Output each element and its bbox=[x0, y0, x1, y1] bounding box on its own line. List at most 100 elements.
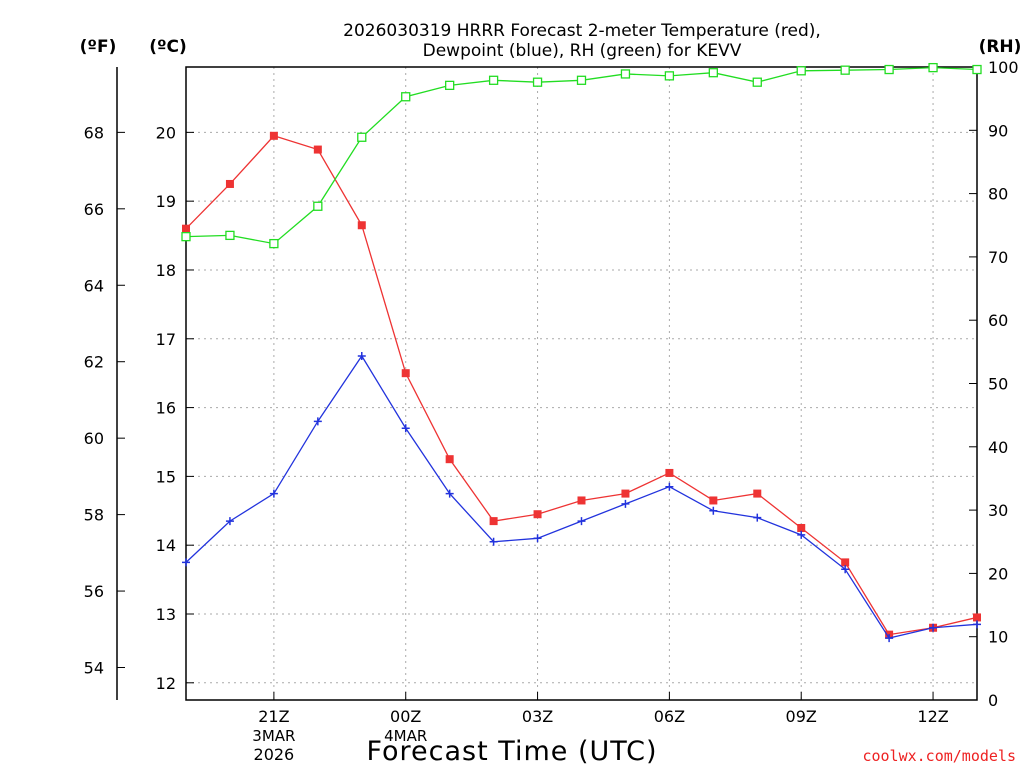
c-tick-label-18: 18 bbox=[156, 261, 176, 280]
f-tick-label-54: 54 bbox=[84, 659, 104, 678]
x-tick-label-12Z: 12Z bbox=[917, 707, 948, 726]
temperature-point-1 bbox=[225, 179, 234, 188]
f-tick-label-56: 56 bbox=[84, 582, 104, 601]
tick-labels: 12 13 14 15 16 17 18 19 20 54 56 58 60 62 64 66 68 0 10 20 3… bbox=[84, 58, 1019, 764]
rh-point-1 bbox=[225, 230, 235, 241]
c-tick-label-13: 13 bbox=[156, 605, 176, 624]
temperature-point-10 bbox=[621, 489, 630, 498]
rh-tick-label-20: 20 bbox=[988, 564, 1008, 583]
rh-point-17 bbox=[928, 62, 938, 73]
rh-point-6 bbox=[445, 80, 455, 91]
rh-point-16 bbox=[884, 64, 894, 75]
x-tick-date-21Z: 3MAR bbox=[252, 727, 295, 745]
rh-unit-label: (RH) bbox=[979, 37, 1022, 57]
dewpoint-point-3 bbox=[313, 417, 322, 426]
x-tick-label-21Z: 21Z bbox=[258, 707, 289, 726]
rh-point-18 bbox=[972, 64, 982, 75]
axes bbox=[116, 66, 978, 701]
rh-tick-label-30: 30 bbox=[988, 501, 1008, 520]
dewpoint-point-17 bbox=[929, 623, 938, 632]
x-axis-label: Forecast Time (UTC) bbox=[366, 736, 657, 767]
x-tick-label-03Z: 03Z bbox=[522, 707, 553, 726]
rh-point-3 bbox=[313, 201, 323, 211]
temperature-point-9 bbox=[577, 496, 586, 505]
temperature-point-0 bbox=[182, 224, 190, 233]
c-tick-label-20: 20 bbox=[156, 123, 176, 142]
f-tick-label-66: 66 bbox=[84, 200, 104, 219]
temperature-point-12 bbox=[709, 496, 718, 505]
x-tick-date-00Z: 4MAR bbox=[384, 727, 427, 745]
dewpoint-point-12 bbox=[709, 506, 718, 515]
dewpoint-point-15 bbox=[841, 565, 850, 574]
temperature-point-3 bbox=[313, 145, 322, 154]
rh-point-14 bbox=[796, 66, 806, 76]
rh-tick-label-0: 0 bbox=[988, 691, 998, 710]
dewpoint-point-1 bbox=[225, 517, 234, 526]
dewpoint-point-10 bbox=[621, 499, 630, 508]
x-tick-label-09Z: 09Z bbox=[786, 707, 817, 726]
c-tick-label-12: 12 bbox=[156, 674, 176, 693]
dewpoint-point-8 bbox=[533, 534, 542, 543]
credit-label: coolwx.com/models bbox=[862, 747, 1016, 765]
temperature-point-2 bbox=[269, 131, 278, 140]
rh-point-5 bbox=[401, 92, 411, 102]
chart-title-line1: 2026030319 HRRR Forecast 2-meter Tempera… bbox=[343, 21, 821, 41]
temperature-point-8 bbox=[533, 510, 542, 519]
rh-point-15 bbox=[840, 65, 850, 75]
dewpoint-point-11 bbox=[665, 482, 674, 491]
dewpoint-point-18 bbox=[973, 620, 981, 629]
temperature-point-15 bbox=[841, 558, 850, 567]
rh-point-13 bbox=[752, 77, 762, 87]
temperature-point-6 bbox=[445, 455, 454, 464]
x-tick-year-21Z: 2026 bbox=[254, 745, 295, 764]
rh-point-0 bbox=[181, 231, 191, 242]
c-tick-label-19: 19 bbox=[156, 192, 176, 211]
temperature-point-4 bbox=[357, 221, 366, 230]
dewpoint-point-9 bbox=[577, 517, 586, 526]
dewpoint-point-2 bbox=[269, 489, 278, 498]
rh-tick-label-90: 90 bbox=[988, 121, 1008, 140]
rh-point-11 bbox=[664, 71, 675, 81]
data-series bbox=[181, 62, 982, 643]
celsius-unit-label: (ºC) bbox=[149, 37, 187, 57]
c-tick-label-16: 16 bbox=[156, 399, 176, 418]
temperature-point-13 bbox=[753, 489, 762, 498]
x-tick-label-00Z: 00Z bbox=[390, 707, 421, 726]
rh-tick-label-10: 10 bbox=[988, 628, 1008, 647]
rh-tick-label-40: 40 bbox=[988, 438, 1008, 457]
f-tick-label-64: 64 bbox=[84, 276, 104, 295]
rh-tick-label-60: 60 bbox=[988, 311, 1008, 330]
rh-point-8 bbox=[532, 77, 543, 87]
f-tick-label-68: 68 bbox=[84, 123, 104, 142]
f-tick-label-62: 62 bbox=[84, 353, 104, 372]
temperature-point-7 bbox=[489, 517, 498, 526]
rh-point-2 bbox=[269, 238, 279, 249]
c-tick-label-14: 14 bbox=[156, 536, 176, 555]
rh-line bbox=[185, 66, 978, 245]
dewpoint-point-5 bbox=[401, 424, 410, 433]
rh-point-4 bbox=[357, 132, 367, 142]
rh-tick-label-100: 100 bbox=[988, 58, 1019, 77]
dewpoint-point-6 bbox=[445, 489, 454, 498]
dewpoint-point-7 bbox=[489, 537, 498, 546]
dewpoint-point-4 bbox=[357, 351, 366, 360]
chart-title-line2: Dewpoint (blue), RH (green) for KEVV bbox=[423, 41, 742, 61]
f-tick-label-58: 58 bbox=[84, 506, 104, 525]
dewpoint-point-14 bbox=[797, 530, 806, 539]
temperature-point-18 bbox=[973, 613, 981, 622]
dewpoint-point-13 bbox=[753, 513, 762, 522]
rh-point-10 bbox=[620, 69, 631, 79]
rh-point-12 bbox=[708, 68, 718, 78]
rh-tick-label-80: 80 bbox=[988, 185, 1008, 204]
dewpoint-point-0 bbox=[182, 558, 190, 567]
temperature-point-11 bbox=[665, 468, 674, 477]
rh-point-7 bbox=[488, 75, 499, 85]
grid-lines bbox=[186, 67, 977, 700]
x-tick-label-06Z: 06Z bbox=[654, 707, 685, 726]
dewpoint-series bbox=[182, 351, 981, 643]
rh-tick-label-50: 50 bbox=[988, 375, 1008, 394]
rh-series bbox=[181, 62, 982, 249]
c-tick-label-17: 17 bbox=[156, 330, 176, 349]
plot-frame bbox=[185, 66, 978, 701]
